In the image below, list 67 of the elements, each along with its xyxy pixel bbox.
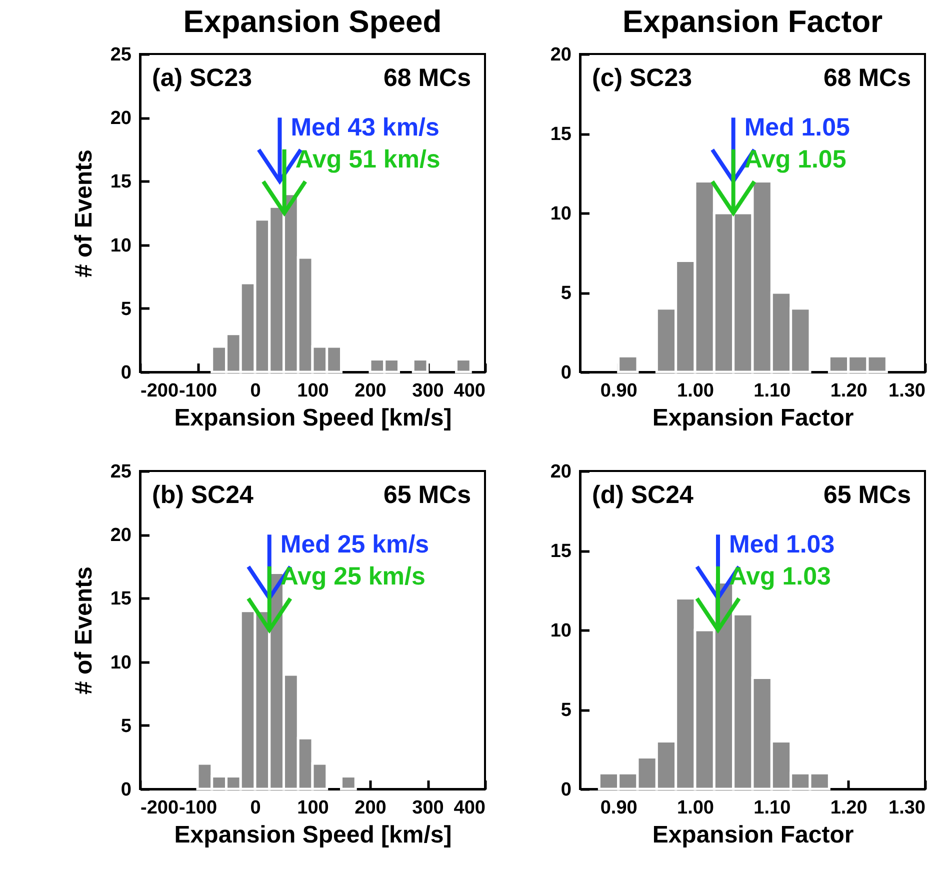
y-tick-label: 5 (120, 298, 132, 320)
y-tick-label: 20 (110, 108, 132, 130)
x-axis-title: Expansion Factor (652, 404, 854, 432)
ref-line-label: Med 1.05 (744, 114, 850, 142)
y-axis-title: # of Events (70, 149, 98, 278)
y-tick-label: 15 (110, 172, 132, 193)
y-tick-label: 5 (560, 700, 572, 721)
annotation: 68 MCs (823, 64, 911, 92)
x-tick-label: 400 (454, 798, 486, 818)
x-tick-label: -200 (140, 798, 179, 818)
ref-line-label: Med 25 km/s (280, 530, 430, 559)
annotation: (a) SC23 (152, 64, 252, 92)
x-axis-title: Expansion Speed [km/s] (174, 404, 452, 432)
x-tick-label: 1.00 (677, 798, 714, 818)
ref-line-label: Avg 51 km/s (295, 145, 440, 174)
x-tick-label: 300 (412, 798, 444, 818)
x-tick-label: 1.10 (754, 798, 791, 818)
y-tick-label: 5 (560, 283, 572, 304)
annotation: (d) SC24 (592, 481, 694, 509)
x-tick-label: 0 (250, 798, 261, 818)
x-axis-title: Expansion Speed [km/s] (174, 822, 452, 848)
x-tick-label: 100 (297, 798, 329, 818)
y-tick-label: 0 (560, 362, 572, 384)
x-tick-label: 100 (297, 380, 329, 402)
y-tick-label: 20 (550, 462, 572, 482)
y-tick-label: 5 (120, 716, 132, 737)
x-tick-label: 1.30 (888, 380, 926, 402)
y-tick-label: 15 (110, 588, 132, 610)
y-tick-label: 10 (550, 620, 572, 642)
annotation: 65 MCs (823, 481, 911, 509)
chart-title: Expansion Factor (622, 4, 883, 39)
annotation: 68 MCs (383, 64, 471, 92)
x-tick-label: 200 (354, 798, 386, 818)
x-tick-label: 1.00 (677, 380, 714, 402)
x-tick-label: 0.90 (600, 798, 638, 818)
x-tick-label: 200 (354, 380, 386, 402)
y-tick-label: 0 (120, 362, 132, 384)
annotation: (b) SC24 (152, 481, 254, 509)
x-tick-label: 1.10 (754, 380, 791, 402)
y-tick-label: 20 (550, 44, 572, 66)
x-tick-label: 1.30 (888, 798, 926, 818)
y-tick-label: 25 (110, 462, 132, 482)
annotation: (c) SC23 (592, 64, 692, 92)
y-tick-label: 20 (110, 525, 132, 546)
y-tick-label: 25 (110, 44, 132, 66)
ref-line-label: Med 43 km/s (290, 114, 440, 142)
y-tick-label: 0 (120, 780, 132, 800)
chart-title: Expansion Speed (183, 4, 442, 39)
y-tick-label: 10 (550, 204, 572, 224)
x-tick-label: 0 (250, 380, 261, 402)
y-axis-title: # of Events (70, 566, 98, 695)
x-tick-label: 1.20 (830, 798, 868, 818)
annotation: 65 MCs (383, 481, 471, 509)
x-tick-label: 400 (454, 380, 486, 402)
x-tick-label: 0.90 (600, 380, 638, 402)
x-tick-label: -100 (178, 380, 218, 402)
y-tick-label: 0 (560, 780, 572, 800)
x-tick-label: -200 (140, 380, 179, 402)
x-axis-title: Expansion Factor (652, 822, 854, 848)
y-tick-label: 15 (550, 541, 572, 562)
x-tick-label: 1.20 (830, 380, 868, 402)
y-tick-label: 10 (110, 652, 132, 674)
y-tick-label: 10 (110, 235, 132, 256)
y-tick-label: 15 (550, 124, 572, 145)
x-tick-label: 300 (412, 380, 444, 402)
x-tick-label: -100 (178, 798, 218, 818)
ref-line-label: Med 1.03 (729, 530, 835, 559)
